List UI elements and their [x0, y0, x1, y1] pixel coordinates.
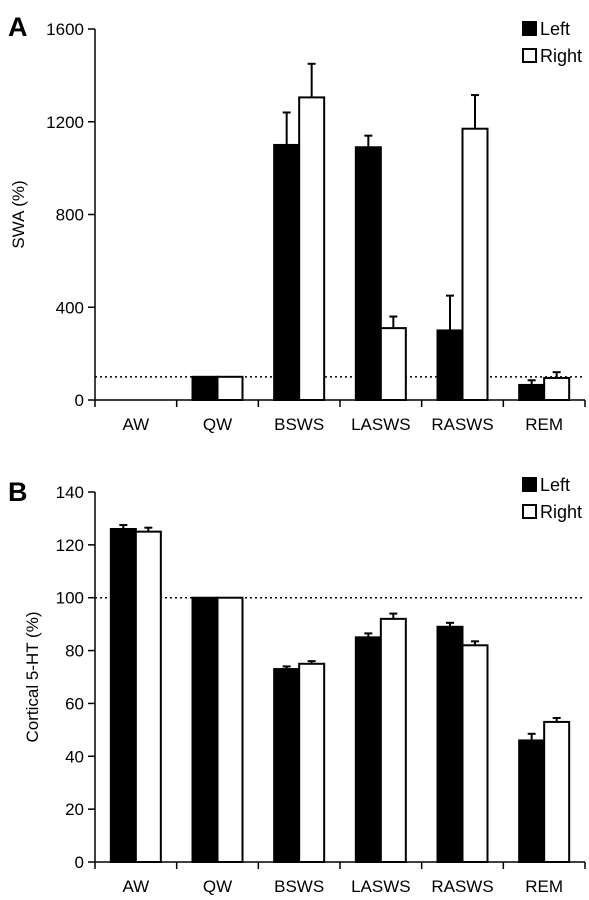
y-tick-label: 60 — [65, 694, 84, 713]
x-tick-label: RASWS — [431, 877, 493, 896]
bar-left — [354, 146, 382, 401]
bar-left — [191, 375, 219, 401]
y-tick-label: 40 — [65, 747, 84, 766]
bar-right — [379, 327, 407, 401]
bar-right — [298, 662, 326, 863]
bar-left — [191, 596, 219, 863]
legend-label: Right — [540, 46, 582, 66]
bar-left — [436, 329, 464, 401]
y-tick-label: 20 — [65, 800, 84, 819]
bar-left — [518, 739, 546, 864]
x-tick-label: BSWS — [274, 415, 324, 434]
y-tick-label: 100 — [56, 589, 84, 608]
y-tick-label: 800 — [56, 206, 84, 225]
x-tick-label: REM — [525, 877, 563, 896]
bar-right — [543, 376, 571, 401]
bar-right — [298, 96, 326, 401]
chart-panel-a: A 0 400 800 1200 1600 AW QW BSWS LASWS RASWS REM SWA… — [8, 12, 586, 434]
bar-left — [518, 383, 546, 402]
legend-swatch-left — [522, 477, 537, 492]
x-tick-label: LASWS — [351, 877, 411, 896]
panel-letter: B — [8, 477, 28, 507]
bar-left — [354, 636, 382, 863]
panel-letter: A — [8, 12, 28, 42]
y-tick-label: 1200 — [46, 113, 84, 132]
legend-swatch-left — [522, 21, 537, 36]
legend-swatch-right — [522, 48, 537, 63]
x-tick-label: QW — [203, 415, 232, 434]
y-tick-label: 80 — [65, 642, 84, 661]
legend-label: Left — [540, 475, 570, 495]
x-tick-label: QW — [203, 877, 232, 896]
x-tick-label: RASWS — [431, 415, 493, 434]
bar-left — [273, 668, 301, 863]
x-tick-label: AW — [122, 415, 149, 434]
y-tick-label: 140 — [56, 483, 84, 502]
chart-panel-b: B 0 20 40 60 80 100 120 140 AW QW BSWS LASWS RASWS REM… — [8, 475, 586, 896]
bar-right — [543, 720, 571, 864]
bar-left — [109, 528, 137, 863]
bar-right — [461, 644, 489, 863]
y-tick-label: 0 — [75, 391, 84, 410]
y-tick-label: 0 — [75, 853, 84, 872]
legend-label: Right — [540, 502, 582, 522]
bar-right — [379, 617, 407, 863]
bar-left — [436, 625, 464, 863]
bar-right — [216, 596, 244, 863]
x-tick-label: BSWS — [274, 877, 324, 896]
bar-left — [273, 143, 301, 401]
y-axis-title: Cortical 5-HT (%) — [23, 612, 42, 743]
y-tick-label: 120 — [56, 536, 84, 555]
y-tick-label: 400 — [56, 298, 84, 317]
y-tick-label: 1600 — [46, 20, 84, 39]
x-tick-label: REM — [525, 415, 563, 434]
legend-swatch-right — [522, 504, 537, 519]
x-tick-label: AW — [122, 877, 149, 896]
bar-right — [134, 530, 162, 864]
bar-right — [216, 375, 244, 401]
legend-label: Left — [540, 19, 570, 39]
y-axis-title: SWA (%) — [9, 180, 28, 248]
x-tick-label: LASWS — [351, 415, 411, 434]
bar-right — [461, 127, 489, 402]
